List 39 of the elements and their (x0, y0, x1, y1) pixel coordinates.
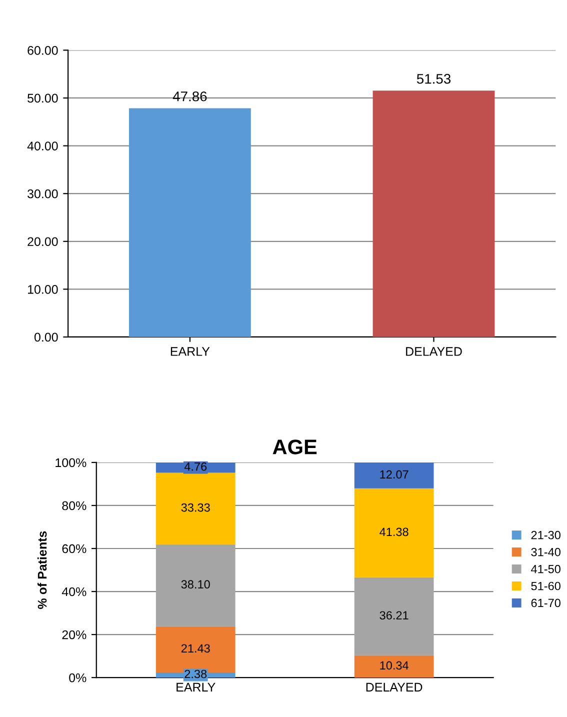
bar (354, 577, 434, 656)
bar (354, 488, 434, 578)
x-tick-label: DELAYED (406, 347, 462, 356)
data-label: 51.53 (416, 74, 451, 84)
legend-label: 51-60 (531, 582, 560, 590)
y-tick-label: 100% (56, 458, 86, 468)
x-tick-label: DELAYED (366, 682, 422, 692)
x-tick-label: EARLY (176, 682, 216, 692)
legend-label: 31-40 (531, 548, 560, 556)
y-tick-label: 20% (62, 630, 86, 640)
legend-label: 21-30 (531, 530, 560, 540)
data-label: 12.07 (380, 470, 408, 479)
data-label: 2.38 (184, 670, 207, 678)
y-tick-label: 60.00 (28, 46, 58, 55)
bar (156, 544, 236, 626)
y-tick-label: 60% (62, 544, 86, 554)
legend-label: 61-70 (531, 598, 560, 608)
data-label: 41.38 (380, 528, 408, 536)
x-tick-label: EARLY (170, 347, 210, 356)
data-label: 38.10 (181, 580, 210, 589)
y-tick-label: 0% (69, 673, 86, 682)
y-tick-label: 20.00 (28, 237, 58, 246)
y-tick-label: 40% (62, 587, 86, 596)
bar (156, 472, 236, 544)
chart-title: AGE (272, 440, 317, 454)
y-tick-label: 80% (62, 501, 86, 510)
y-tick-label: 0.00 (34, 332, 58, 342)
data-label: 47.86 (172, 91, 207, 102)
data-label: 10.34 (380, 661, 408, 670)
y-tick-label: 10.00 (28, 284, 58, 294)
data-label: 4.76 (184, 462, 207, 471)
y-axis-title: % of Patients (37, 531, 47, 609)
data-label: 33.33 (181, 503, 210, 512)
y-tick-label: 50.00 (28, 94, 58, 103)
data-label: 36.21 (380, 611, 408, 620)
data-label: 21.43 (181, 644, 210, 653)
y-tick-label: 40.00 (27, 142, 58, 150)
legend-label: 41-50 (531, 564, 560, 574)
y-tick-label: 30.00 (28, 189, 58, 198)
